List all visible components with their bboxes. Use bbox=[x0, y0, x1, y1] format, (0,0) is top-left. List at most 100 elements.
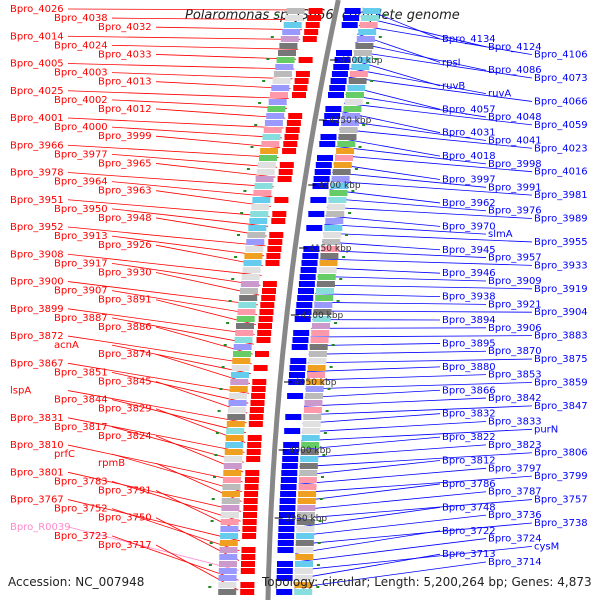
label-connector-left bbox=[67, 144, 279, 158]
category-bar bbox=[297, 498, 316, 504]
forward-gene-block bbox=[244, 484, 259, 490]
reverse-gene-block bbox=[336, 50, 352, 56]
label-connector-left bbox=[111, 262, 261, 286]
label-connector-left bbox=[155, 135, 281, 148]
forward-gene-block bbox=[246, 456, 261, 462]
minor-tick bbox=[211, 498, 215, 500]
reverse-gene-block bbox=[280, 491, 297, 497]
reverse-gene-block bbox=[282, 456, 299, 462]
reverse-gene-block bbox=[277, 540, 294, 546]
minor-tick bbox=[383, 14, 387, 16]
minor-tick bbox=[342, 256, 346, 258]
category-bar bbox=[246, 239, 265, 245]
category-bar bbox=[315, 295, 334, 301]
forward-gene-block bbox=[241, 561, 255, 567]
gene-label-right: Bpro_3955 bbox=[534, 237, 588, 248]
category-bar bbox=[273, 71, 292, 77]
minor-tick bbox=[327, 388, 331, 390]
category-bar bbox=[338, 134, 357, 140]
genome-backbone bbox=[265, 0, 341, 600]
kbp-tick-label: 4300 kbp bbox=[340, 56, 383, 66]
label-connector-left bbox=[67, 8, 307, 11]
category-bar bbox=[295, 561, 313, 567]
gene-label-left: Bpro_3791 bbox=[98, 485, 152, 496]
gene-label-right: Bpro_3787 bbox=[488, 487, 542, 498]
category-bar bbox=[304, 400, 323, 406]
category-bar bbox=[327, 204, 346, 210]
minor-tick bbox=[348, 212, 352, 214]
reverse-gene-block bbox=[293, 330, 310, 336]
label-connector-right bbox=[355, 42, 487, 71]
forward-gene-block bbox=[240, 568, 255, 574]
gene-label-right: Bpro_3822 bbox=[442, 432, 496, 443]
category-bar bbox=[294, 575, 313, 581]
category-bar bbox=[218, 575, 237, 581]
gene-label-right: Bpro_3736 bbox=[488, 510, 542, 521]
label-connector-right bbox=[295, 522, 533, 546]
category-bar bbox=[323, 232, 342, 238]
gene-label-right: Bpro_3797 bbox=[488, 463, 542, 474]
category-bar bbox=[234, 337, 253, 343]
kbp-tick-label: 4200 kbp bbox=[318, 181, 361, 191]
category-bar bbox=[300, 449, 319, 455]
forward-gene-block bbox=[244, 477, 259, 483]
category-bar bbox=[219, 554, 238, 560]
reverse-gene-block bbox=[310, 197, 327, 203]
category-bar bbox=[312, 323, 330, 329]
category-bar bbox=[282, 29, 301, 35]
reverse-gene-block bbox=[276, 575, 293, 581]
label-connector-right bbox=[334, 154, 533, 173]
label-connector-right bbox=[326, 206, 533, 219]
category-bar bbox=[261, 141, 280, 147]
gene-label-left: Bpro_4005 bbox=[10, 59, 64, 70]
label-connector-left bbox=[111, 344, 251, 375]
reverse-gene-block bbox=[289, 372, 305, 378]
category-bar bbox=[218, 568, 237, 574]
gene-label-left: Bpro_4038 bbox=[54, 13, 108, 24]
label-connector-right bbox=[353, 50, 533, 79]
forward-gene-block bbox=[259, 309, 274, 315]
gene-label-right: Bpro_3998 bbox=[488, 159, 542, 170]
label-connector-right bbox=[294, 561, 487, 589]
reverse-gene-block bbox=[328, 92, 344, 98]
reverse-gene-block bbox=[281, 463, 298, 469]
forward-gene-block bbox=[251, 386, 266, 392]
minor-tick bbox=[219, 388, 223, 390]
gene-label-right: Bpro_3933 bbox=[534, 260, 588, 271]
label-connector-right bbox=[303, 397, 487, 407]
gene-label-right: Bpro_3832 bbox=[442, 409, 496, 420]
reverse-gene-block bbox=[280, 484, 297, 490]
gene-label-left: Bpro_3907 bbox=[54, 286, 108, 297]
gene-label-right: Bpro_3866 bbox=[442, 385, 496, 396]
category-bar bbox=[299, 470, 318, 476]
reverse-gene-block bbox=[281, 470, 298, 476]
category-bar bbox=[299, 463, 318, 469]
forward-gene-block bbox=[272, 211, 287, 217]
reverse-gene-block bbox=[278, 533, 295, 539]
label-connector-right bbox=[302, 413, 441, 424]
forward-gene-block bbox=[268, 239, 283, 245]
gene-label-right: Bpro_3806 bbox=[534, 448, 588, 459]
gene-label-left: Bpro_3810 bbox=[10, 440, 64, 451]
gene-label-right: Bpro_3713 bbox=[442, 549, 496, 560]
reverse-gene-block bbox=[301, 260, 318, 266]
category-bar bbox=[248, 225, 267, 231]
minor-tick bbox=[316, 564, 320, 566]
reverse-gene-block bbox=[276, 589, 293, 595]
category-bar bbox=[244, 253, 263, 259]
category-bar bbox=[218, 589, 237, 595]
forward-gene-block bbox=[298, 57, 313, 63]
gene-label-right: Bpro_3870 bbox=[488, 346, 542, 357]
category-bar bbox=[259, 155, 277, 161]
gene-label-left: Bpro_3950 bbox=[54, 204, 108, 215]
kbp-tick-label: 3950 kbp bbox=[285, 514, 328, 524]
label-connector-left bbox=[111, 17, 305, 21]
forward-gene-block bbox=[260, 302, 275, 308]
category-bar bbox=[310, 337, 329, 343]
label-connector-right bbox=[313, 310, 533, 313]
gene-label-left: Bpro_3752 bbox=[54, 504, 108, 515]
label-connector-left bbox=[155, 163, 276, 178]
category-bar bbox=[223, 470, 242, 476]
reverse-gene-block bbox=[288, 379, 305, 385]
